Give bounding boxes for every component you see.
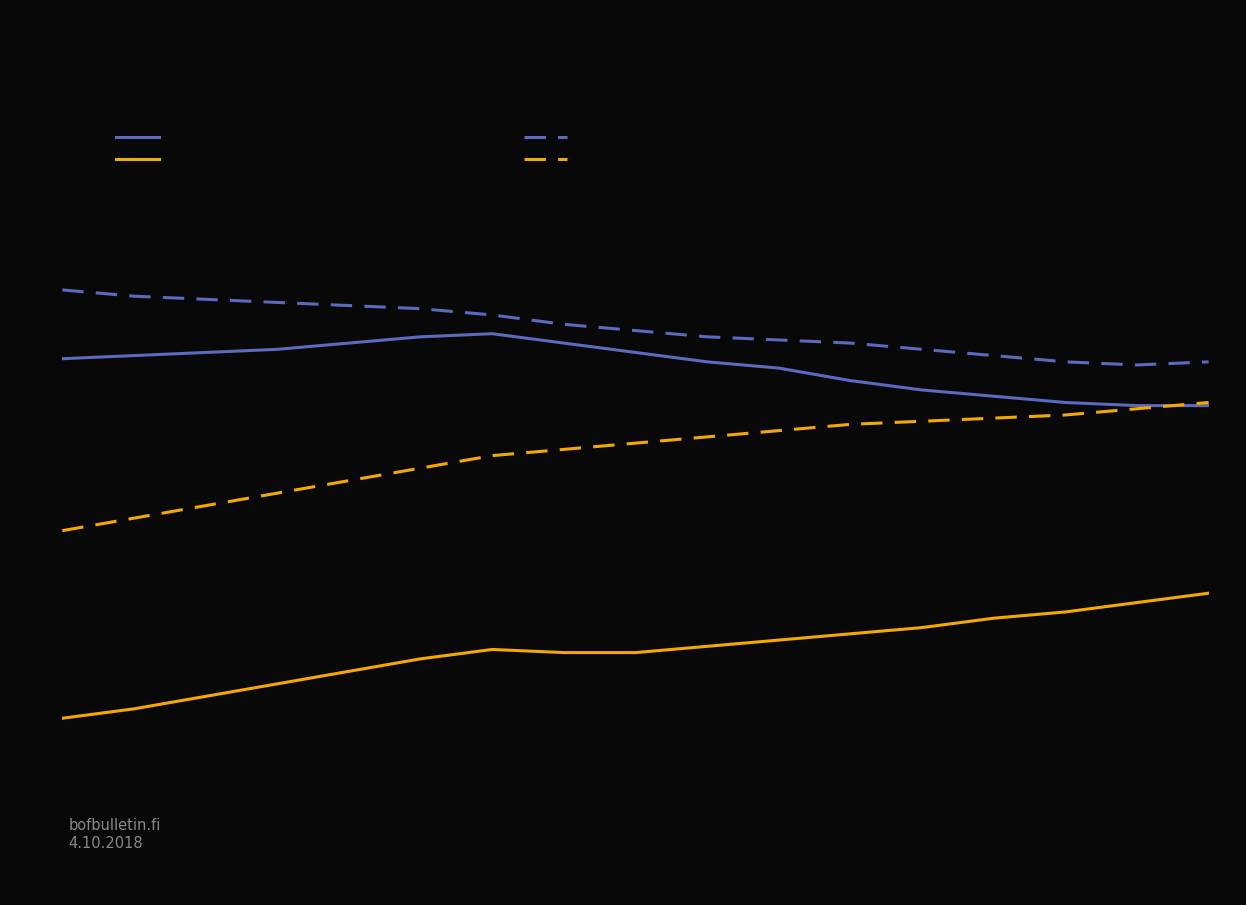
Legend: Euro area men, 20-64 years, Euro area women, 20-64 years, Euro area men, 15-74 y: Euro area men, 20-64 years, Euro area wo… — [116, 130, 810, 167]
Text: bofbulletin.fi
4.10.2018: bofbulletin.fi 4.10.2018 — [69, 818, 161, 851]
